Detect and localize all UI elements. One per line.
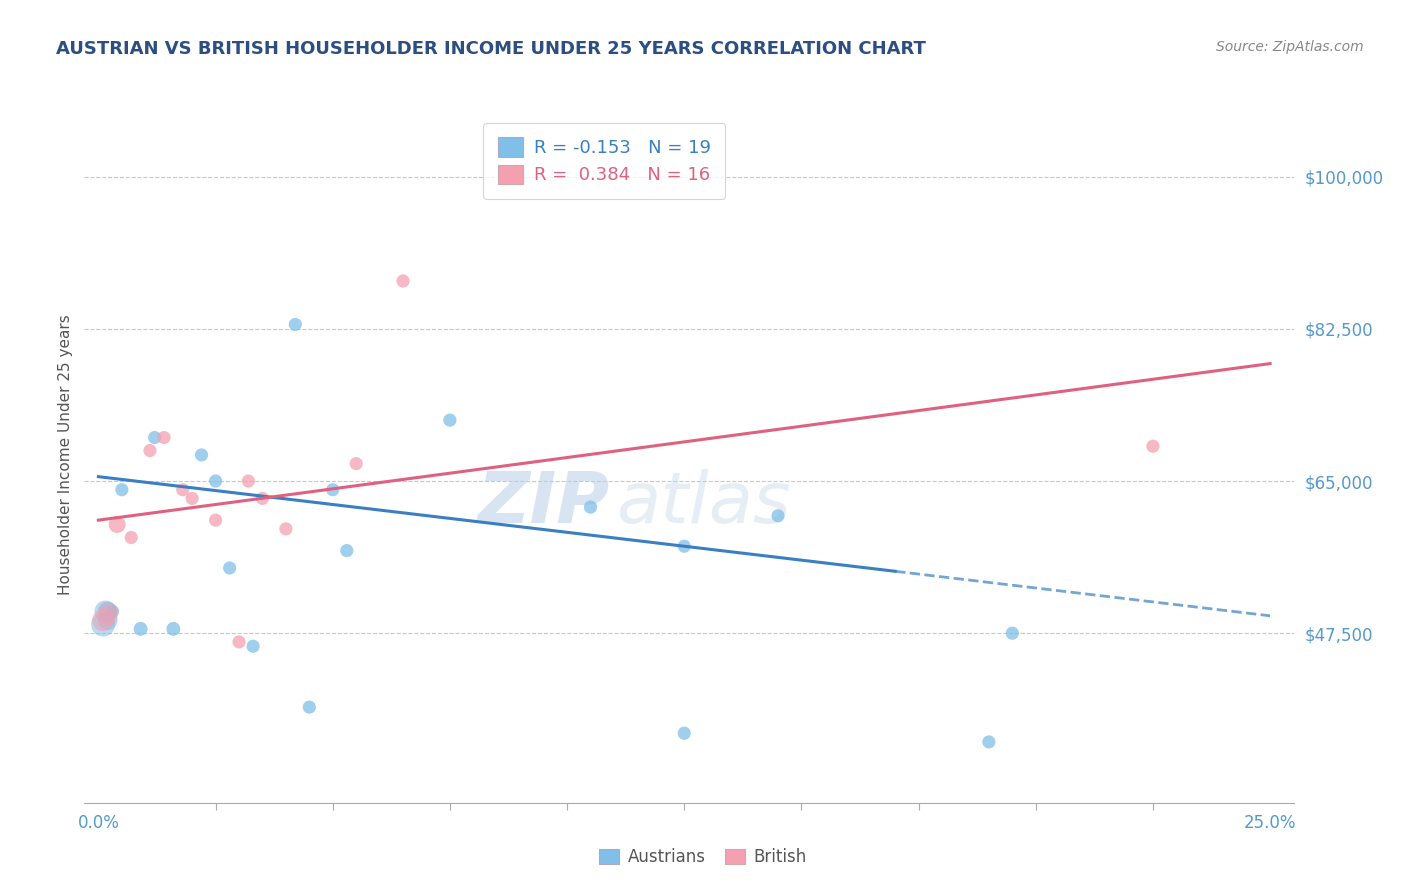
- Point: [181, 491, 204, 506]
- Point: [673, 539, 696, 553]
- Point: [172, 483, 194, 497]
- Point: [228, 635, 250, 649]
- Point: [579, 500, 602, 515]
- Point: [218, 561, 240, 575]
- Point: [336, 543, 359, 558]
- Point: [129, 622, 152, 636]
- Legend: R = -0.153   N = 19, R =  0.384   N = 16: R = -0.153 N = 19, R = 0.384 N = 16: [484, 123, 725, 199]
- Point: [344, 457, 367, 471]
- Point: [105, 517, 128, 532]
- Point: [190, 448, 212, 462]
- Point: [153, 431, 176, 445]
- Point: [91, 613, 114, 627]
- Point: [97, 613, 120, 627]
- Point: [439, 413, 461, 427]
- Point: [252, 491, 274, 506]
- Point: [298, 700, 321, 714]
- Text: AUSTRIAN VS BRITISH HOUSEHOLDER INCOME UNDER 25 YEARS CORRELATION CHART: AUSTRIAN VS BRITISH HOUSEHOLDER INCOME U…: [56, 40, 927, 58]
- Point: [143, 431, 166, 445]
- Point: [139, 443, 162, 458]
- Point: [97, 605, 120, 619]
- Point: [284, 318, 307, 332]
- Legend: Austrians, British: Austrians, British: [591, 840, 815, 875]
- Point: [322, 483, 344, 497]
- Point: [1001, 626, 1024, 640]
- Point: [94, 605, 117, 619]
- Point: [204, 513, 226, 527]
- Point: [766, 508, 789, 523]
- Point: [242, 639, 264, 653]
- Y-axis label: Householder Income Under 25 years: Householder Income Under 25 years: [58, 315, 73, 595]
- Point: [204, 474, 226, 488]
- Point: [673, 726, 696, 740]
- Point: [101, 605, 124, 619]
- Point: [91, 617, 114, 632]
- Point: [274, 522, 297, 536]
- Text: Source: ZipAtlas.com: Source: ZipAtlas.com: [1216, 40, 1364, 54]
- Point: [162, 622, 184, 636]
- Point: [1142, 439, 1164, 453]
- Text: atlas: atlas: [616, 469, 792, 538]
- Point: [238, 474, 260, 488]
- Point: [120, 531, 142, 545]
- Point: [97, 608, 120, 623]
- Point: [111, 483, 134, 497]
- Point: [392, 274, 415, 288]
- Text: ZIP: ZIP: [478, 469, 610, 538]
- Point: [977, 735, 1000, 749]
